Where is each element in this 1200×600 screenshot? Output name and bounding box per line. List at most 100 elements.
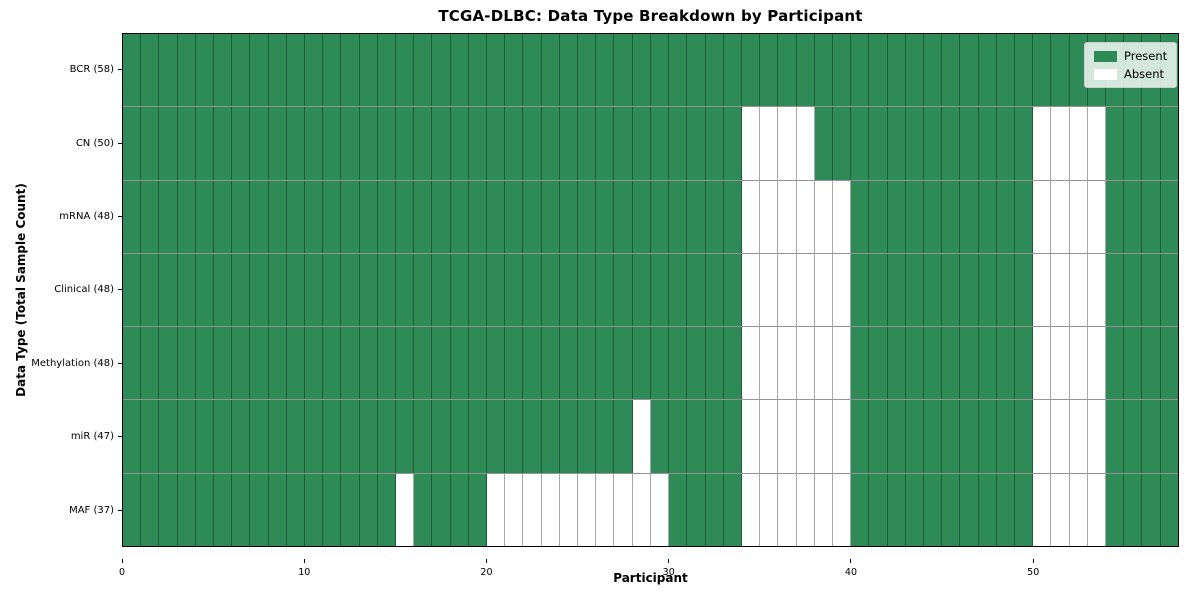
heatmap-cell	[1033, 400, 1052, 473]
heatmap-cell	[359, 34, 378, 107]
heatmap-row	[123, 253, 1178, 328]
heatmap-cell	[195, 34, 215, 107]
heatmap-cell	[323, 34, 342, 107]
heatmap-cell	[541, 107, 560, 180]
heatmap-cell	[159, 107, 178, 180]
heatmap-cell	[195, 473, 215, 546]
y-tick-mark	[118, 436, 122, 438]
heatmap-cell	[432, 473, 451, 546]
heatmap-cell	[305, 253, 324, 327]
plot-area	[122, 33, 1179, 547]
heatmap-cell	[323, 473, 342, 546]
heatmap-cell	[687, 180, 706, 253]
heatmap-cell	[250, 107, 269, 180]
heatmap-cell	[869, 107, 888, 180]
y-tick-label: Methylation (48)	[0, 327, 122, 400]
heatmap-cell	[1142, 253, 1161, 327]
heatmap-cell	[250, 400, 269, 473]
heatmap-cell	[359, 107, 378, 180]
heatmap-cell	[905, 34, 924, 107]
heatmap-row	[123, 327, 1178, 401]
heatmap-cell	[1033, 180, 1052, 253]
heatmap-cell	[1105, 253, 1125, 327]
heatmap-cell	[1069, 107, 1088, 180]
heatmap-cell	[596, 327, 615, 400]
heatmap-cell	[541, 253, 560, 327]
heatmap-cell	[887, 180, 906, 253]
heatmap-cell	[195, 253, 215, 327]
heatmap-cell	[650, 400, 670, 473]
heatmap-cell	[851, 400, 870, 473]
heatmap-cell	[1105, 400, 1125, 473]
heatmap-cell	[596, 34, 615, 107]
heatmap-cell	[687, 107, 706, 180]
heatmap-cell	[487, 400, 506, 473]
heatmap-cell	[232, 180, 251, 253]
heatmap-cell	[669, 180, 688, 253]
heatmap-cell	[177, 327, 196, 400]
heatmap-cell	[760, 473, 779, 546]
heatmap-cell	[832, 180, 852, 253]
heatmap-cell	[250, 34, 269, 107]
heatmap-cell	[414, 253, 433, 327]
heatmap-cell	[669, 34, 688, 107]
heatmap-cell	[632, 253, 651, 327]
x-tick-mark	[1032, 559, 1034, 563]
heatmap-cell	[1051, 34, 1070, 107]
heatmap-cell	[268, 473, 287, 546]
heatmap-cell	[760, 107, 779, 180]
heatmap-cell	[723, 34, 742, 107]
heatmap-cell	[614, 473, 633, 546]
heatmap-cell	[996, 473, 1015, 546]
heatmap-cell	[650, 327, 670, 400]
heatmap-cell	[723, 327, 742, 400]
heatmap-cell	[377, 473, 397, 546]
heatmap-row	[123, 473, 1178, 546]
heatmap-cell	[832, 327, 852, 400]
heatmap-cell	[760, 327, 779, 400]
heatmap-cell	[832, 107, 852, 180]
heatmap-cell	[286, 327, 306, 400]
heatmap-cell	[1105, 473, 1125, 546]
heatmap-cell	[996, 400, 1015, 473]
legend-entry-absent: Absent	[1094, 68, 1167, 80]
heatmap-cell	[286, 400, 306, 473]
heatmap-cell	[468, 107, 488, 180]
heatmap-cell	[414, 107, 433, 180]
heatmap-cell	[195, 180, 215, 253]
heatmap-cell	[1014, 107, 1034, 180]
heatmap-cell	[396, 327, 415, 400]
heatmap-cell	[559, 473, 579, 546]
heatmap-cell	[960, 400, 979, 473]
heatmap-cell	[1087, 400, 1106, 473]
heatmap-cell	[814, 253, 833, 327]
heatmap-cell	[432, 180, 451, 253]
heatmap-cell	[905, 253, 924, 327]
heatmap-cell	[323, 107, 342, 180]
heatmap-cell	[1142, 327, 1161, 400]
heatmap-cell	[942, 180, 961, 253]
heatmap-cell	[978, 473, 997, 546]
heatmap-cell	[814, 473, 833, 546]
heatmap-cell	[141, 327, 160, 400]
heatmap-cell	[632, 327, 651, 400]
heatmap-cell	[1124, 473, 1143, 546]
heatmap-cell	[851, 107, 870, 180]
heatmap-cell	[923, 400, 943, 473]
heatmap-cell	[687, 34, 706, 107]
heatmap-cell	[141, 34, 160, 107]
x-axis-tick-labels: 0 10 20 30 40 50	[119, 548, 1179, 578]
heatmap-cell	[669, 400, 688, 473]
heatmap-cell	[341, 473, 360, 546]
heatmap-cell	[851, 34, 870, 107]
heatmap-cell	[650, 107, 670, 180]
heatmap-cell	[1051, 253, 1070, 327]
heatmap-cell	[905, 180, 924, 253]
heatmap-cell	[632, 473, 651, 546]
heatmap-cell	[923, 327, 943, 400]
heatmap-cell	[960, 180, 979, 253]
heatmap-cell	[978, 253, 997, 327]
heatmap-cell	[159, 400, 178, 473]
heatmap-cell	[869, 34, 888, 107]
